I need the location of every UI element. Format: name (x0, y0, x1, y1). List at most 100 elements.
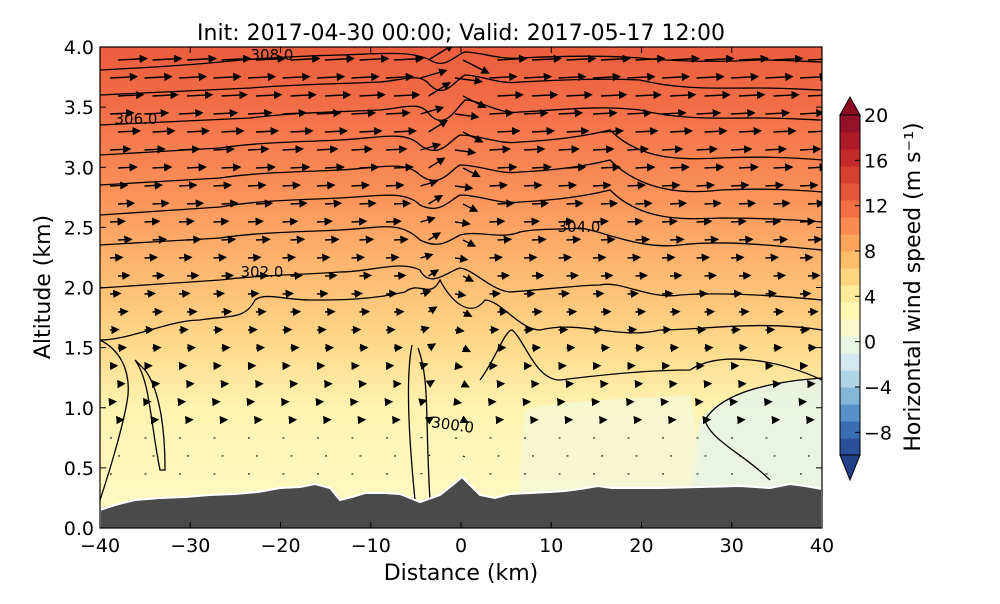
wind-arrow (352, 293, 362, 294)
wind-arrow (118, 203, 134, 204)
colorbar-tick-label: 12 (864, 196, 888, 218)
wind-arrow (214, 185, 231, 186)
wind-arrow (283, 221, 298, 222)
wind-arrow (179, 221, 194, 222)
colorbar-segment (840, 200, 860, 218)
wind-arrow (291, 275, 302, 276)
colorbar-segment (840, 404, 860, 422)
wind-arrow (636, 203, 652, 204)
wind-arrow (628, 257, 640, 258)
colorbar-segment (840, 370, 860, 388)
colorbar-tick-label: 20 (864, 105, 888, 127)
wind-arrow (524, 221, 539, 222)
wind-arrow (256, 167, 275, 168)
wind-arrow (360, 167, 379, 168)
wind-arrow (731, 293, 741, 294)
wind-arrow (455, 402, 461, 403)
wind-arrow (601, 275, 612, 276)
wind-arrow (360, 239, 373, 240)
wind-arrow (179, 293, 189, 294)
wind-arrow (386, 293, 396, 294)
colorbar-tick-label: 8 (864, 241, 876, 263)
colorbar-extend-max (840, 97, 860, 115)
wind-arrow (153, 239, 166, 240)
wind-arrow (808, 275, 819, 276)
wind-arrow (394, 167, 413, 168)
wind-arrow (421, 437, 423, 438)
wind-arrow (532, 167, 551, 168)
x-tick-label: 30 (720, 535, 744, 557)
colorbar-segment (840, 217, 860, 235)
wind-arrow (187, 167, 206, 168)
wind-arrow (705, 239, 718, 240)
colorbar-segment (840, 234, 860, 252)
wind-arrow (739, 239, 752, 240)
plot-area (100, 45, 837, 530)
wind-arrow (222, 239, 235, 240)
wind-arrow (145, 293, 155, 294)
colorbar-segment (840, 285, 860, 303)
wind-arrow (559, 185, 576, 186)
wind-arrow (705, 275, 716, 276)
wind-arrow (187, 239, 200, 240)
wind-arrow (498, 167, 517, 168)
wind-arrow (110, 257, 122, 258)
wind-arrow (739, 203, 755, 204)
wind-arrow (145, 257, 157, 258)
y-tick-label: 0.5 (64, 458, 94, 480)
contour-label-308: 308.0 (251, 46, 294, 64)
wind-arrow (325, 167, 344, 168)
wind-arrow (394, 203, 410, 204)
wind-arrow (248, 221, 263, 222)
wind-arrow (256, 203, 272, 204)
wind-arrow (601, 167, 620, 168)
wind-arrow (670, 275, 681, 276)
colorbar-tick-label: −8 (864, 422, 892, 444)
wind-arrow (532, 275, 543, 276)
contour-label-302: 302.0 (241, 263, 284, 281)
wind-arrow (187, 203, 203, 204)
wind-arrow (248, 185, 265, 186)
wind-arrow (567, 275, 578, 276)
y-axis-label: Altitude (km) (31, 215, 56, 359)
wind-arrow (731, 221, 746, 222)
wind-arrow (291, 203, 307, 204)
x-axis-label: Distance (km) (384, 561, 539, 586)
wind-arrow (490, 221, 505, 222)
wind-arrow (524, 185, 541, 186)
wind-arrow (386, 185, 403, 186)
wind-arrow (697, 293, 707, 294)
wind-arrow (394, 275, 405, 276)
wind-arrow (325, 239, 338, 240)
contour-label-304: 304.0 (558, 218, 601, 236)
wind-arrow (248, 293, 258, 294)
x-tick-label: −30 (170, 535, 210, 557)
wind-arrow (394, 239, 407, 240)
wind-arrow (153, 167, 172, 168)
y-tick-label: 4.0 (64, 37, 94, 59)
wind-arrow (490, 185, 507, 186)
wind-arrow (697, 257, 709, 258)
wind-arrow (386, 221, 401, 222)
wind-arrow (662, 293, 672, 294)
colorbar-extend-min (840, 455, 860, 480)
colorbar-segment (840, 115, 860, 133)
wind-arrow (766, 185, 783, 186)
wind-arrow (352, 257, 364, 258)
wind-arrow (360, 275, 371, 276)
colorbar-segment (840, 251, 860, 269)
wind-arrow (110, 221, 125, 222)
wind-arrow (317, 257, 329, 258)
wind-arrow (532, 203, 548, 204)
contour-label-306: 306.0 (115, 110, 158, 128)
wind-arrow (670, 167, 689, 168)
wind-arrow (360, 203, 376, 204)
wind-arrow (697, 221, 712, 222)
wind-arrow (800, 185, 817, 186)
colorbar-segment (840, 319, 860, 337)
wind-arrow (524, 293, 534, 294)
x-tick-label: −10 (351, 535, 391, 557)
wind-arrow (153, 275, 164, 276)
